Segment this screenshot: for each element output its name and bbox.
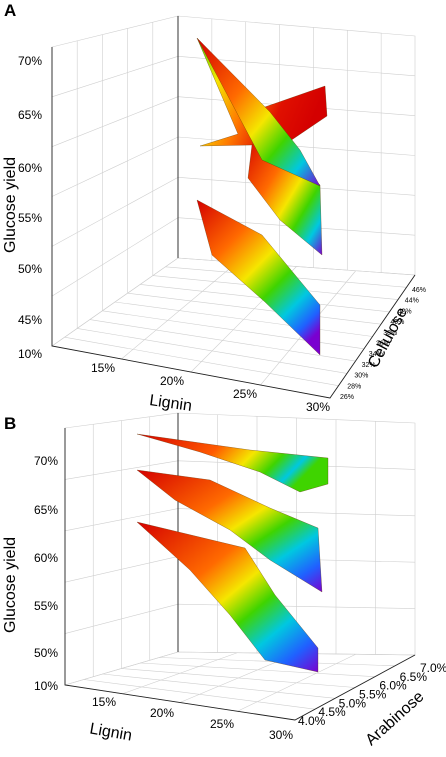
z-tick: 34% — [369, 351, 383, 358]
gridline — [51, 217, 179, 297]
panel-b-middle-surface — [136, 469, 323, 593]
panel-a-x-title: Lignin — [148, 392, 193, 415]
panel-a-frame — [51, 47, 416, 399]
panel-b-x-ticks: 15% 20% 25% 30% — [92, 695, 293, 742]
panel-b-x-tick: 30% — [269, 728, 293, 742]
z-tick: 28% — [347, 383, 361, 390]
panel-a-x-tick: 15% — [91, 361, 115, 375]
panel-b-y-tick: 70% — [34, 454, 58, 468]
panel-b-upper-surface — [136, 433, 329, 493]
panel-b-y-tick: 65% — [34, 503, 58, 517]
panel-a-y-tick: 65% — [18, 108, 42, 122]
panel-b-y-tick: 10% — [34, 679, 58, 693]
z-tick: 6.5% — [400, 670, 428, 684]
panel-b-letter: B — [4, 414, 16, 433]
panel-a-x-tick: 30% — [306, 400, 330, 414]
panel-b-x-tick: 20% — [150, 706, 174, 720]
panel-b-y-tick: 55% — [34, 599, 58, 613]
z-tick: 4.5% — [318, 705, 346, 719]
z-tick: 36% — [376, 341, 390, 348]
panel-a-x-tick: 25% — [233, 387, 257, 401]
panel-b-y-tick: 60% — [34, 551, 58, 565]
gridline — [51, 56, 179, 98]
panel-a-lower-surface — [196, 199, 321, 356]
z-tick: 7.0% — [420, 661, 446, 675]
z-tick: 4.0% — [298, 714, 326, 728]
panel-b-y-title: Glucose yield — [2, 537, 19, 633]
z-tick: 30% — [354, 373, 368, 380]
panel-b-frame — [64, 428, 416, 721]
panel-a: A — [4, 1, 416, 399]
panel-b-y-tick: 50% — [34, 646, 58, 660]
panel-a-letter: A — [4, 1, 16, 20]
panel-b-lower-surface — [136, 521, 319, 673]
panel-a-upper-front — [196, 37, 321, 187]
panel-a-y-tick: 70% — [18, 54, 42, 68]
panel-a-y-tick: 45% — [18, 313, 42, 327]
panel-b-y-ticks: 70% 65% 60% 55% 50% 10% — [34, 454, 58, 693]
panel-a-y-tick: 60% — [18, 161, 42, 175]
z-tick: 32% — [362, 362, 376, 369]
panel-a-y-title: Glucose yield — [2, 157, 19, 253]
z-tick: 42% — [398, 308, 412, 315]
z-tick: 46% — [412, 287, 426, 294]
gridline — [64, 460, 179, 480]
z-tick: 26% — [340, 394, 354, 401]
gridline — [64, 603, 179, 634]
panel-a-x-ticks: 15% 20% 25% 30% — [91, 361, 330, 414]
panel-b-x-title: Lignin — [88, 720, 133, 744]
z-tick: 6.0% — [379, 679, 407, 693]
gridline — [64, 556, 179, 583]
z-tick: 38% — [383, 330, 397, 337]
panel-a-gridlines — [51, 18, 416, 386]
panel-b: B — [4, 412, 417, 721]
gridline — [51, 136, 179, 197]
z-tick: 44% — [405, 298, 419, 305]
z-tick: 40% — [390, 319, 404, 326]
gridline — [121, 262, 238, 360]
gridline — [237, 653, 356, 712]
panel-b-x-tick: 15% — [92, 695, 116, 709]
z-tick: 5.0% — [339, 696, 367, 710]
panel-a-z-ticks: 26% 28% 30% 32% 34% 36% 38% 40% 42% 44% 46% — [340, 287, 426, 401]
panel-a-y-tick: 55% — [18, 211, 42, 225]
panel-b-x-tick: 25% — [210, 717, 234, 731]
panel-a-y-tick: 10% — [18, 347, 42, 361]
gridline — [64, 508, 179, 532]
gridline — [177, 603, 416, 609]
panel-a-x-tick: 20% — [160, 374, 184, 388]
panel-a-y-tick: 50% — [18, 262, 42, 276]
z-tick: 5.5% — [359, 688, 387, 702]
gridline — [51, 177, 179, 247]
gridline — [51, 96, 179, 147]
panel-b-z-ticks: 4.0%4.5%5.0%5.5%6.0%6.5%7.0% — [298, 661, 446, 728]
panel-a-y-ticks: 70% 65% 60% 55% 50% 45% 10% — [18, 54, 42, 361]
panel-a-left-wall — [51, 15, 179, 347]
gridline — [122, 652, 238, 695]
